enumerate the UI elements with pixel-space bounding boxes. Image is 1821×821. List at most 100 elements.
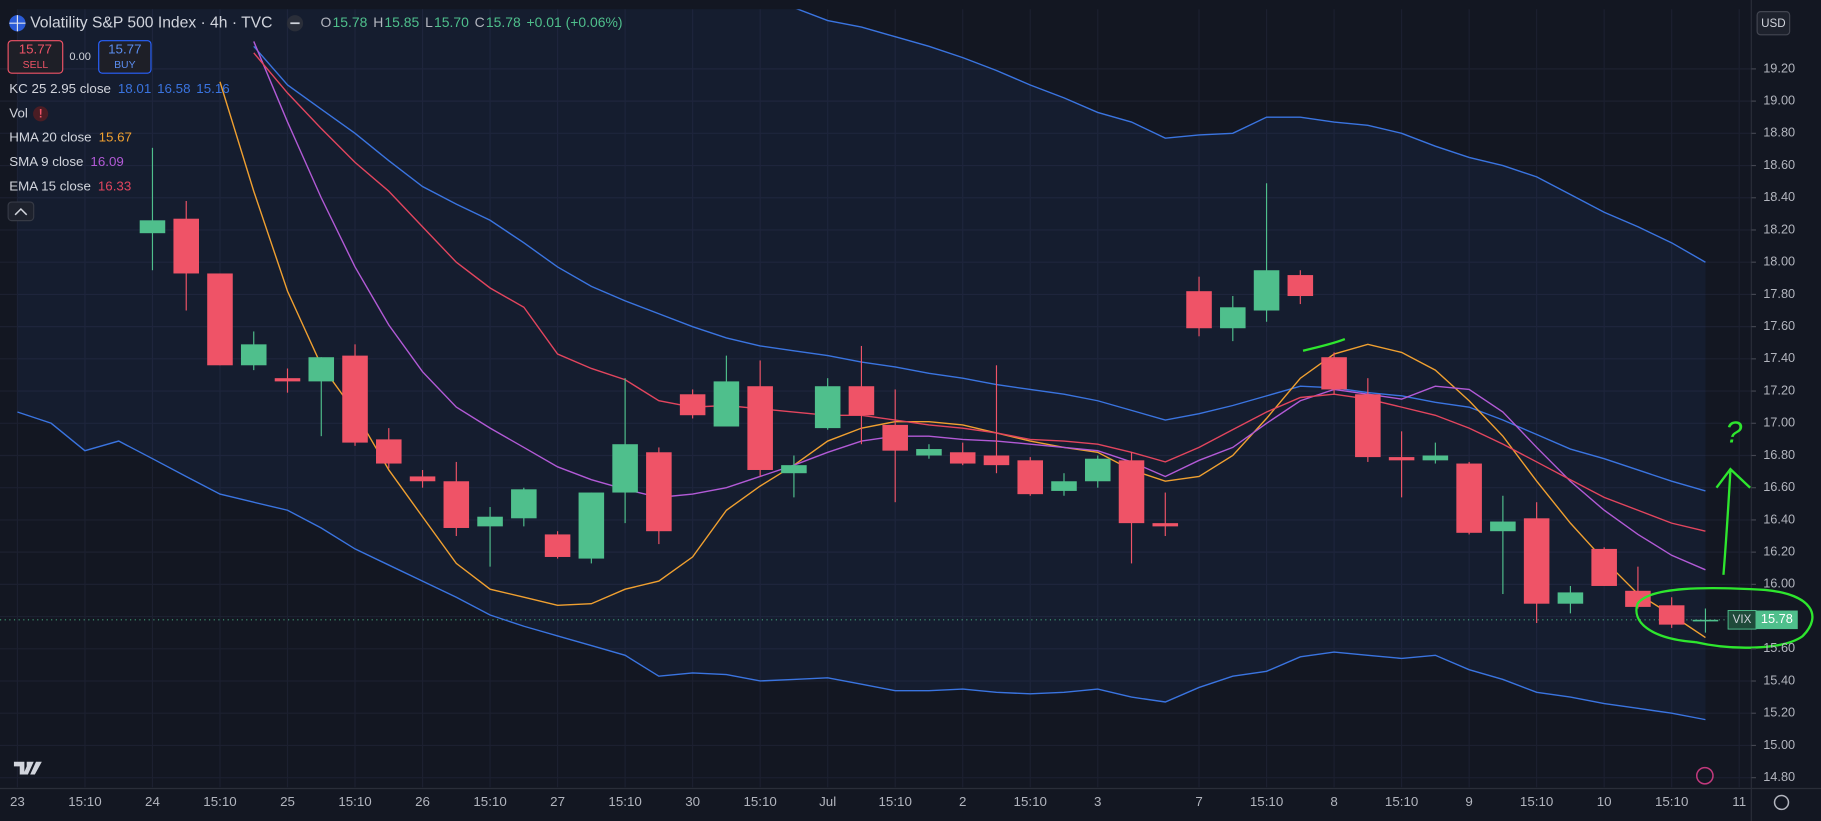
indicator-value: 16.09: [90, 154, 123, 169]
price-change: +0.01 (+0.06%): [527, 14, 623, 30]
candle-body: [713, 381, 740, 427]
indicator-name: HMA 20 close: [9, 130, 91, 145]
indicator-warning-icon: [33, 106, 49, 122]
settings-icon[interactable]: [1773, 794, 1790, 811]
logo: [13, 761, 42, 775]
plot-area: [0, 9, 1752, 721]
currency-button[interactable]: [1756, 11, 1791, 36]
y-tick-label: 17.20: [1763, 382, 1795, 397]
legend-toggle-icon: [14, 207, 28, 216]
chart-title: Volatility S&P 500 Index · 4h · TVC: [30, 14, 272, 31]
indicator-value: 16.58: [157, 81, 190, 96]
x-tick-label: 15:10: [743, 794, 776, 809]
grid: [0, 9, 1752, 788]
candle-body: [511, 489, 537, 519]
candle-body: [578, 492, 605, 559]
y-tick-label: 19.20: [1763, 60, 1795, 75]
y-tick-label: 16.00: [1763, 576, 1795, 591]
ohlc-label: C: [475, 14, 485, 30]
x-tick-label: 26: [415, 794, 430, 809]
candle-body: [1658, 605, 1685, 625]
sell-button[interactable]: [7, 40, 64, 74]
currency: USD: [1761, 17, 1786, 30]
candle-body: [814, 386, 841, 429]
buy-button[interactable]: [98, 40, 152, 74]
x-tick-label: 30: [685, 794, 700, 809]
y-tick-label: 16.80: [1763, 447, 1795, 462]
candle-body: [1692, 619, 1719, 622]
x-tick-label: 27: [550, 794, 565, 809]
candle-body: [477, 516, 503, 527]
buy-label: BUY: [114, 60, 136, 71]
y-tick-label: 15.20: [1763, 705, 1795, 720]
indicator-line: [253, 52, 1706, 532]
candle-body: [342, 355, 368, 443]
x-tick-label: 15:10: [203, 794, 236, 809]
candle-body: [882, 424, 908, 451]
candle-body: [1625, 590, 1651, 607]
ohlc-value: 15.70: [434, 14, 469, 30]
indicator-value: 15.16: [196, 81, 229, 96]
candle-body: [1186, 291, 1212, 329]
x-tick-label: 10: [1597, 794, 1612, 809]
x-tick-label: 23: [10, 794, 25, 809]
x-tick-label: 3: [1094, 794, 1101, 809]
annotation-text: ?: [1725, 416, 1742, 449]
ohlc-label: H: [373, 14, 383, 30]
candle-body: [308, 357, 335, 382]
last-price-name: VIX: [1733, 613, 1752, 626]
indicator-line: [253, 41, 1706, 571]
candle-body: [207, 273, 233, 366]
candle-body: [1220, 307, 1246, 329]
candle-body: [949, 452, 976, 464]
candle-body: [1456, 463, 1482, 533]
candle-body: [240, 344, 267, 366]
ui-layer: ? 14.8015.0015.2015.4015.6015.8016.0016.…: [7, 11, 1814, 811]
candle-body: [139, 220, 166, 234]
y-tick-label: 17.40: [1763, 350, 1795, 365]
y-tick-label: 18.00: [1763, 254, 1795, 269]
candle-body: [1321, 357, 1347, 390]
legend-toggle[interactable]: [7, 201, 35, 222]
x-tick-label: 2: [959, 794, 966, 809]
x-tick-label: 9: [1465, 794, 1472, 809]
y-tick-label: 17.00: [1763, 415, 1795, 430]
alert-icon[interactable]: [1695, 766, 1714, 785]
indicator-name: KC 25 2.95 close: [9, 81, 111, 96]
candle-body: [1118, 460, 1145, 524]
x-tick-label: 11: [1732, 794, 1746, 809]
candle-body: [1084, 458, 1111, 482]
ohlc-label: L: [425, 14, 433, 30]
x-tick-label: 15:10: [878, 794, 911, 809]
x-tick-label: 15:10: [1250, 794, 1283, 809]
candle-body: [544, 534, 571, 557]
x-tick-label: 24: [145, 794, 160, 809]
x-tick-label: 15:10: [1385, 794, 1418, 809]
x-tick-label: 15:10: [1014, 794, 1047, 809]
annotation-stroke: [1302, 338, 1346, 352]
candle-body: [1557, 592, 1584, 604]
candle-body: [443, 481, 470, 528]
ohlc-label: O: [321, 14, 332, 30]
annotation-arrow: [1715, 467, 1751, 575]
sell-label: SELL: [23, 60, 49, 71]
candle-body: [376, 439, 402, 464]
indicator-name: Vol: [9, 105, 28, 120]
indicator-line: [796, 9, 1706, 263]
ohlc-value: 15.78: [486, 14, 521, 30]
y-tick-label: 15.40: [1763, 672, 1795, 687]
x-tick-label: 15:10: [68, 794, 101, 809]
y-tick-label: 18.60: [1763, 157, 1795, 172]
candle-body: [1388, 457, 1415, 461]
candle-body: [1017, 460, 1044, 495]
sell-price: 15.77: [19, 41, 52, 56]
candle-body: [747, 386, 773, 470]
candle-body: [1152, 523, 1179, 527]
candle-body: [983, 455, 1010, 466]
candle-body: [409, 476, 436, 482]
y-tick-label: 16.60: [1763, 479, 1795, 494]
indicator-warning: !: [39, 107, 43, 120]
